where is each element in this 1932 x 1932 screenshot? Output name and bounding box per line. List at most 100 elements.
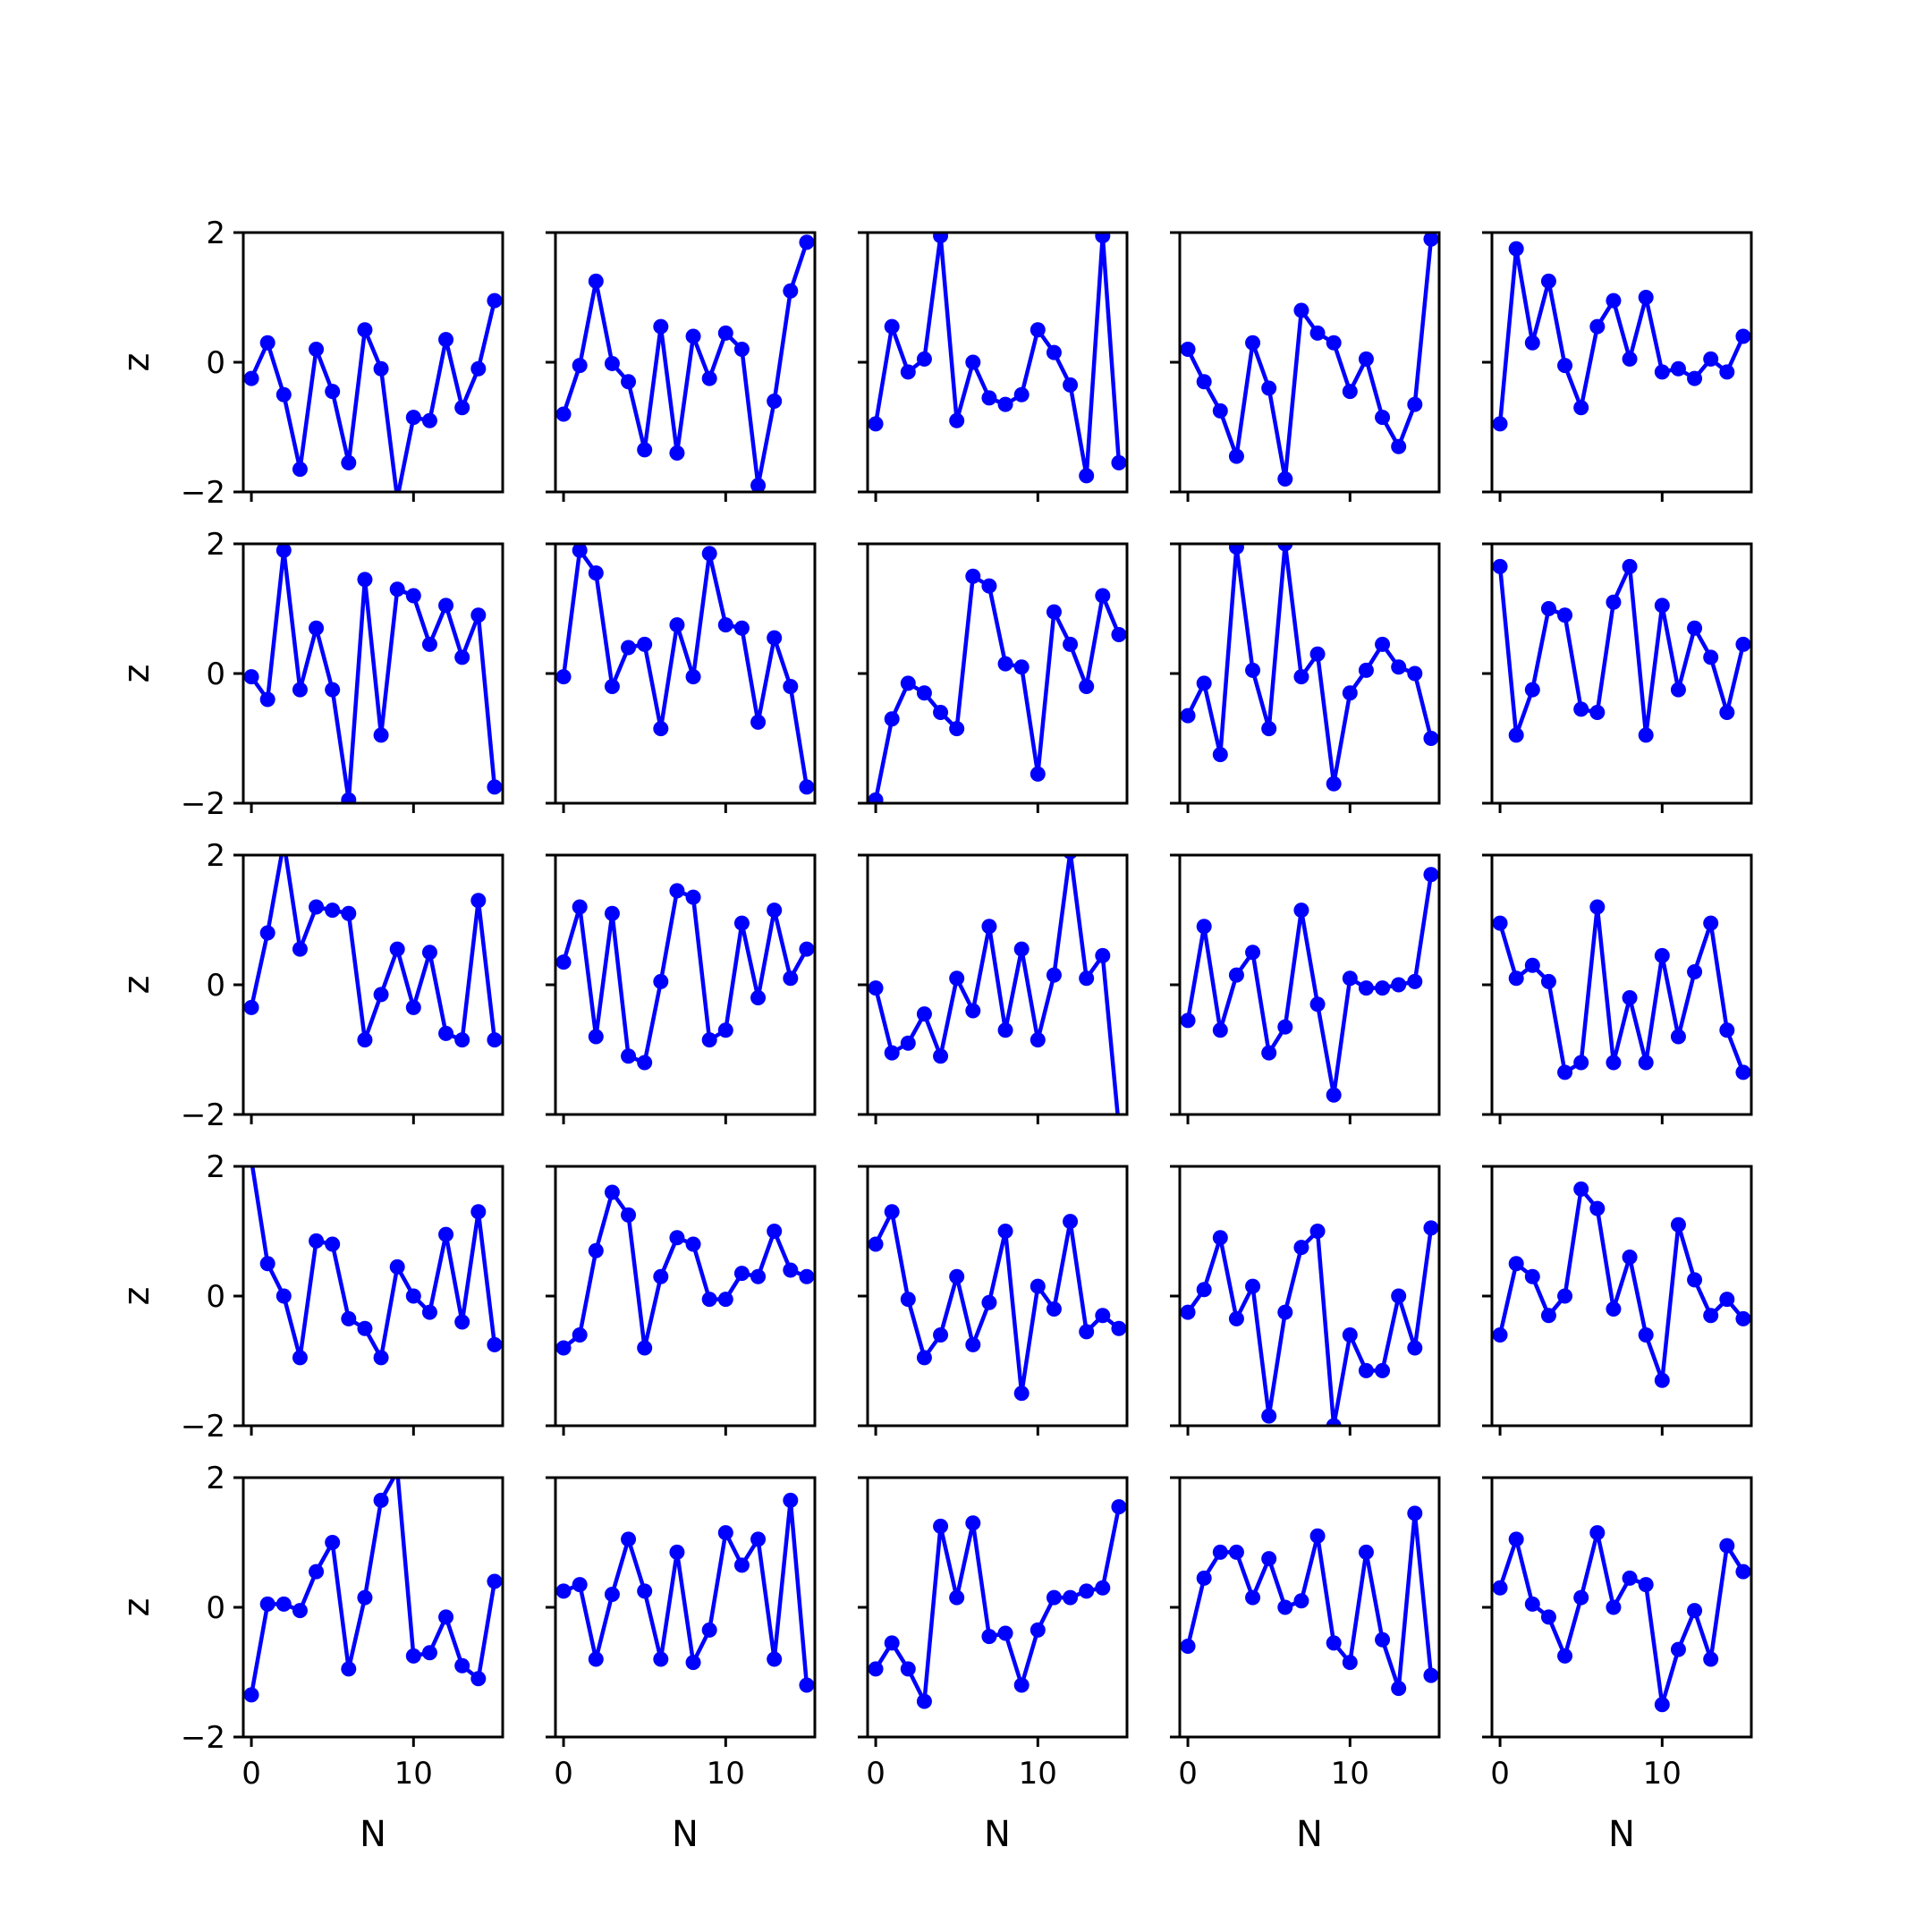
data-point: [949, 970, 965, 987]
data-point: [1606, 1055, 1622, 1071]
data-point: [555, 954, 572, 970]
data-point: [750, 1268, 767, 1284]
data-point: [884, 1204, 900, 1220]
data-point: [1735, 1064, 1751, 1080]
data-point: [981, 1294, 997, 1310]
data-point: [1492, 1327, 1508, 1343]
data-point: [438, 597, 454, 614]
data-point: [685, 328, 701, 344]
data-point: [981, 919, 997, 935]
data-point: [1557, 358, 1573, 374]
data-point: [799, 941, 815, 957]
subplot-r0-c2: [858, 231, 1129, 502]
data-point: [1358, 351, 1374, 367]
data-point: [1326, 1418, 1342, 1426]
data-point: [405, 1288, 421, 1304]
data-point: [1524, 335, 1540, 351]
data-point: [1063, 377, 1079, 393]
plot-area: [247, 1166, 503, 1366]
data-point: [1293, 1593, 1309, 1609]
data-point: [1670, 1216, 1686, 1233]
data-point: [653, 1651, 669, 1667]
data-point: [1391, 1288, 1407, 1304]
series-line: [250, 548, 497, 802]
data-point: [1309, 1528, 1326, 1544]
data-point: [767, 902, 783, 919]
data-point: [259, 1596, 275, 1612]
subplot-r3-c3: [1170, 1165, 1441, 1436]
data-point: [309, 620, 325, 636]
data-point: [373, 987, 389, 1003]
data-point: [1423, 1667, 1439, 1683]
data-point: [1245, 662, 1261, 678]
series-line: [1497, 904, 1746, 1075]
series-line: [874, 1209, 1121, 1395]
data-point: [275, 544, 292, 558]
data-point: [1293, 302, 1309, 318]
data-point: [1606, 1599, 1622, 1615]
data-point: [243, 999, 259, 1015]
y-tick-label: 2: [206, 838, 225, 874]
data-point: [259, 335, 275, 351]
data-point: [259, 1256, 275, 1272]
data-point: [454, 1314, 470, 1330]
data-point: [900, 675, 916, 691]
data-point: [1423, 233, 1439, 247]
data-point: [783, 970, 799, 987]
data-point: [1228, 1310, 1244, 1326]
data-point: [1589, 705, 1606, 720]
plot-area: [868, 1204, 1127, 1402]
data-point: [1719, 1022, 1735, 1038]
data-point: [1638, 290, 1654, 305]
plot-area: [1492, 899, 1751, 1080]
y-tick-label: 0: [206, 1279, 225, 1315]
plot-area: [1180, 867, 1439, 1103]
data-point: [259, 691, 275, 708]
plot-area: [555, 1492, 815, 1693]
data-point: [572, 899, 588, 915]
data-point: [1589, 899, 1606, 915]
data-point: [1557, 1288, 1573, 1304]
data-point: [341, 905, 357, 921]
data-point: [1508, 970, 1524, 987]
data-point: [341, 1661, 357, 1677]
data-point: [933, 1048, 949, 1064]
series-line: [1497, 564, 1746, 738]
data-point: [438, 1025, 454, 1041]
data-point: [965, 1336, 981, 1352]
data-point: [1261, 1551, 1277, 1567]
data-point: [275, 1288, 292, 1304]
data-point: [1375, 410, 1391, 426]
data-point: [637, 1583, 653, 1599]
subplot-r2-c0: −2 0 2 z: [116, 838, 504, 1133]
data-point: [389, 581, 405, 597]
series-line: [1186, 1227, 1434, 1426]
data-point: [653, 721, 669, 737]
subplot-r2-c2: [858, 853, 1129, 1124]
data-point: [916, 1350, 932, 1366]
data-point: [1735, 1563, 1751, 1580]
data-point: [799, 234, 815, 250]
y-axis-label: z: [116, 1598, 157, 1617]
data-point: [1309, 325, 1326, 341]
data-point: [1638, 727, 1654, 743]
data-point: [1670, 1641, 1686, 1657]
data-point: [1423, 867, 1439, 883]
data-point: [1261, 1045, 1277, 1061]
data-point: [454, 1032, 470, 1048]
data-point: [405, 410, 421, 426]
plot-area: [1492, 1181, 1751, 1388]
data-point: [389, 941, 405, 957]
data-point: [1228, 544, 1244, 555]
x-axis-label: N: [672, 1814, 699, 1855]
data-point: [1524, 682, 1540, 698]
data-point: [1326, 775, 1342, 792]
data-point: [1180, 342, 1196, 357]
data-point: [653, 973, 669, 989]
data-point: [292, 1350, 308, 1366]
subplot-r2-c4: [1482, 853, 1753, 1124]
data-point: [1508, 241, 1524, 257]
series-line: [1186, 544, 1434, 786]
series-line: [1497, 1187, 1745, 1383]
data-point: [783, 1492, 799, 1508]
